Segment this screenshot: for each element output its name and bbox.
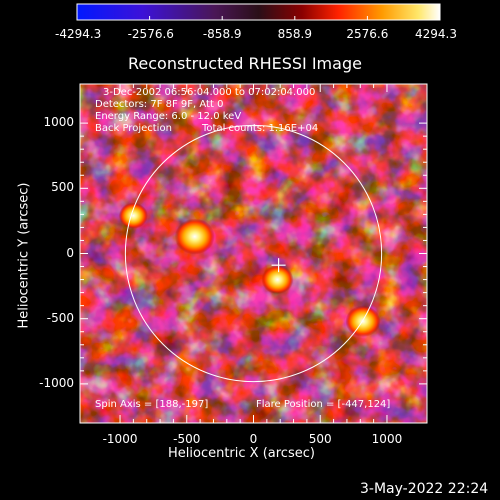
x-tick-label: -1000 [102, 432, 138, 446]
spin-axis-text: Spin Axis = [188,-197] [95, 399, 209, 410]
back-projection-text: Back Projection [95, 123, 172, 134]
footer-timestamp: 3-May-2022 22:24 [360, 481, 489, 497]
bright-source [345, 305, 381, 338]
x-tick-label: 0 [249, 432, 258, 446]
total-counts-text: Total counts: 1.16E+04 [202, 123, 319, 134]
colorbar-tick-label: -4294.3 [55, 27, 102, 41]
colorbar-tick-label: 2576.6 [346, 27, 389, 41]
y-tick-label: -500 [46, 310, 74, 325]
solar-limb-circle [124, 124, 383, 383]
time-range-text: 3-Dec-2002 06:56:04.000 to 07:02:04.000 [103, 87, 316, 98]
spin-axis-marker [271, 258, 286, 273]
y-tick-label: 0 [66, 245, 74, 260]
colorbar-tick-label: 858.9 [277, 27, 312, 41]
y-tick-label: 1000 [43, 115, 74, 130]
axis-ticks [80, 84, 427, 423]
colorbar-tick-label: -858.9 [202, 27, 242, 41]
energy-range-text: Energy Range: 6.0 - 12.0 keV [95, 111, 242, 122]
flare-position-text: Flare Position = [-447,124] [256, 399, 391, 410]
bright-source [174, 218, 215, 255]
x-axis-label: Heliocentric X (arcsec) [168, 446, 315, 461]
colorbar-tick-label: 4294.3 [415, 27, 457, 41]
chart-title: Reconstructed RHESSI Image [128, 54, 362, 73]
x-tick-label: 500 [308, 432, 332, 446]
x-tick-label: -500 [173, 432, 201, 446]
y-tick-label: 500 [51, 180, 74, 195]
colorbar-tick-label: -2576.6 [127, 27, 174, 41]
x-tick-label: 1000 [371, 432, 403, 446]
colorbar-gradient [76, 3, 441, 21]
colorbar-ticks [76, 16, 441, 20]
bright-source [118, 202, 148, 229]
heatmap-texture [80, 84, 427, 423]
detectors-text: Detectors: 7F 8F 9F, Att 0 [95, 99, 224, 110]
y-tick-label: -1000 [39, 375, 74, 390]
bright-source [261, 265, 294, 294]
